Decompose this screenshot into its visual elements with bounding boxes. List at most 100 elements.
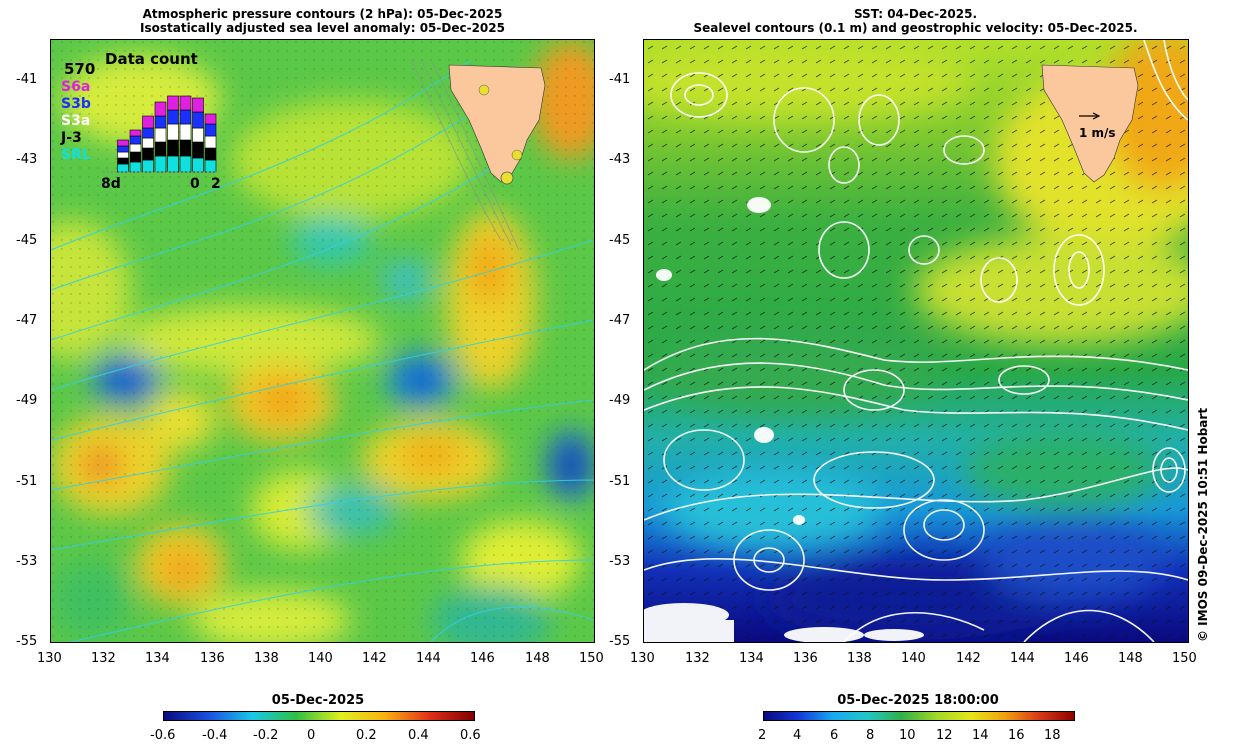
data-count-bar-segment <box>142 159 154 173</box>
data-count-bar-segment <box>117 157 129 165</box>
data-count-bar-segment <box>154 155 167 173</box>
data-count-axis-start: 8d <box>101 176 121 192</box>
right-lat-label: -51 <box>609 474 631 489</box>
data-count-bar-segment <box>179 155 192 173</box>
data-count-bar-segment <box>204 159 217 173</box>
tasmania-land-right <box>1041 64 1139 183</box>
mission-j3: J-3 <box>61 130 82 146</box>
data-count-bar-segment <box>117 151 129 159</box>
data-count-bar-segment <box>204 135 217 149</box>
sla-colorbar-tick: 0.4 <box>408 728 429 743</box>
sst-map: 1 m/s <box>643 39 1189 643</box>
data-count-bar-segment <box>179 139 192 157</box>
data-count-bar-segment <box>129 161 142 173</box>
right-lat-label: -55 <box>609 634 631 649</box>
data-count-bar-segment <box>142 147 154 161</box>
sla-colorbar-tick: -0.4 <box>202 728 228 743</box>
sla-colorbar-title: 05-Dec-2025 <box>271 693 365 708</box>
data-count-axis-end: 2 <box>211 176 221 192</box>
right-lat-label: -45 <box>609 233 631 248</box>
right-lon-label: 132 <box>685 651 710 666</box>
data-count-axis-zero: 0 <box>190 176 200 192</box>
data-count-bar-segment <box>167 95 179 111</box>
right-lat-label: -43 <box>609 152 631 167</box>
left-lon-label: 136 <box>200 651 225 666</box>
data-count-bar-segment <box>204 113 217 125</box>
sla-colorbar-tick: -0.6 <box>150 728 176 743</box>
right-lon-label: 134 <box>739 651 764 666</box>
sst-colorbar-title: 05-Dec-2025 18:00:00 <box>837 693 999 708</box>
left-lon-label: 144 <box>416 651 441 666</box>
data-count-bar-segment <box>179 123 192 141</box>
left-lon-label: 130 <box>37 651 62 666</box>
left-lat-label: -55 <box>16 634 38 649</box>
right-lon-label: 136 <box>793 651 818 666</box>
right-map-title: SST: 04-Dec-2025. Sealevel contours (0.1… <box>643 7 1188 35</box>
data-count-bar-segment <box>129 135 142 145</box>
left-lat-label: -49 <box>16 393 38 408</box>
right-map-title-line2: Sealevel contours (0.1 m) and geostrophi… <box>693 21 1138 35</box>
velocity-scale-arrow <box>1079 112 1101 120</box>
left-lon-label: 148 <box>525 651 550 666</box>
left-lat-label: -51 <box>16 474 38 489</box>
sla-colorbar-tick: 0.6 <box>460 728 481 743</box>
sst-colorbar-tick: 18 <box>1044 728 1061 743</box>
data-count-bar-segment <box>117 139 129 147</box>
sla-colorbar <box>163 711 475 721</box>
data-count-bar-segment <box>154 141 167 157</box>
sla-colorbar-tick: 0.2 <box>356 728 377 743</box>
data-count-bar-segment <box>142 115 154 129</box>
data-count-title: Data count <box>105 50 198 68</box>
mission-s3b: S3b <box>61 96 91 112</box>
data-count-bar-segment <box>129 151 142 163</box>
data-count-bar-segment <box>204 147 217 161</box>
left-lon-label: 146 <box>470 651 495 666</box>
data-count-bar-segment <box>154 101 167 117</box>
sst-colorbar-tick: 8 <box>866 728 875 743</box>
data-count-bar-segment <box>154 127 167 143</box>
data-count-bar-segment <box>192 127 204 143</box>
data-count-bar-segment <box>142 127 154 139</box>
mission-legend: S6a S3b S3a J-3 SRL <box>61 79 91 164</box>
data-count-bar-segment <box>179 109 192 125</box>
data-count-bar-segment <box>192 97 204 113</box>
data-count-bars <box>103 95 218 173</box>
left-map-title-line1: Atmospheric pressure contours (2 hPa): 0… <box>142 7 503 21</box>
sst-colorbar-tick: 14 <box>972 728 989 743</box>
left-lon-label: 150 <box>579 651 604 666</box>
sst-colorbar-tick: 10 <box>899 728 916 743</box>
sea-level-anomaly-field <box>51 40 594 642</box>
sst-colorbar-tick: 2 <box>758 728 767 743</box>
left-map-title-line2: Isostatically adjusted sea level anomaly… <box>140 21 505 35</box>
right-lat-label: -41 <box>609 72 631 87</box>
left-map-title: Atmospheric pressure contours (2 hPa): 0… <box>50 7 595 35</box>
left-lat-label: -41 <box>16 72 38 87</box>
left-lat-label: -53 <box>16 554 38 569</box>
data-count-total: 570 <box>64 60 96 78</box>
sst-colorbar-tick: 16 <box>1008 728 1025 743</box>
data-count-bar-segment <box>192 111 204 129</box>
right-lon-label: 146 <box>1064 651 1089 666</box>
data-count-bar-segment <box>117 163 129 173</box>
mission-s3a: S3a <box>61 113 91 129</box>
velocity-scale-label: 1 m/s <box>1079 126 1116 140</box>
data-count-bar-segment <box>204 123 217 137</box>
data-count-bar-segment <box>167 155 179 173</box>
sla-colorbar-tick: -0.2 <box>253 728 279 743</box>
right-lon-label: 144 <box>1010 651 1035 666</box>
mission-srl: SRL <box>61 147 91 163</box>
data-count-bar-segment <box>117 145 129 153</box>
sst-colorbar-tick: 4 <box>793 728 802 743</box>
right-lon-label: 130 <box>630 651 655 666</box>
mission-s6a: S6a <box>61 79 91 95</box>
right-map-title-line1: SST: 04-Dec-2025. <box>853 7 978 21</box>
left-lon-label: 140 <box>308 651 333 666</box>
data-count-bar-segment <box>142 137 154 149</box>
data-count-inset: Data count 570 S6a S3b S3a J-3 SRL 8d 0 … <box>51 40 251 195</box>
right-lat-label: -53 <box>609 554 631 569</box>
right-lat-label: -49 <box>609 393 631 408</box>
data-count-bar-segment <box>167 139 179 157</box>
sea-level-anomaly-map: Data count 570 S6a S3b S3a J-3 SRL 8d 0 … <box>50 39 595 643</box>
right-lon-label: 138 <box>847 651 872 666</box>
right-lon-label: 148 <box>1118 651 1143 666</box>
